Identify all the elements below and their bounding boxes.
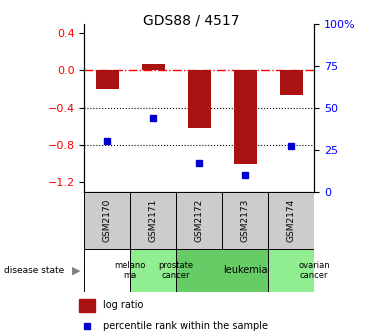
- Text: GSM2172: GSM2172: [195, 199, 204, 242]
- Text: percentile rank within the sample: percentile rank within the sample: [103, 322, 268, 331]
- Bar: [234, 70, 257, 164]
- Bar: [84, 192, 130, 249]
- Bar: [142, 64, 165, 70]
- Text: ▶: ▶: [72, 265, 80, 276]
- Text: log ratio: log ratio: [103, 300, 144, 310]
- Text: disease state: disease state: [4, 266, 64, 275]
- Bar: [79, 299, 95, 312]
- Text: leukemia: leukemia: [223, 265, 267, 276]
- Text: GSM2171: GSM2171: [149, 198, 158, 242]
- Bar: [188, 70, 211, 128]
- Text: melano
ma: melano ma: [115, 261, 146, 280]
- Text: prostate
cancer: prostate cancer: [159, 261, 194, 280]
- Text: GSM2173: GSM2173: [241, 198, 250, 242]
- Bar: [176, 192, 222, 249]
- Bar: [268, 192, 314, 249]
- Text: GSM2170: GSM2170: [103, 198, 112, 242]
- Bar: [84, 249, 130, 292]
- Bar: [130, 249, 176, 292]
- Text: GDS88 / 4517: GDS88 / 4517: [143, 13, 240, 28]
- Text: ovarian
cancer: ovarian cancer: [298, 261, 330, 280]
- Bar: [176, 249, 268, 292]
- Text: GSM2174: GSM2174: [286, 199, 296, 242]
- Bar: [130, 192, 176, 249]
- Bar: [96, 70, 119, 89]
- Bar: [222, 192, 268, 249]
- Bar: [268, 249, 314, 292]
- Bar: [280, 70, 303, 95]
